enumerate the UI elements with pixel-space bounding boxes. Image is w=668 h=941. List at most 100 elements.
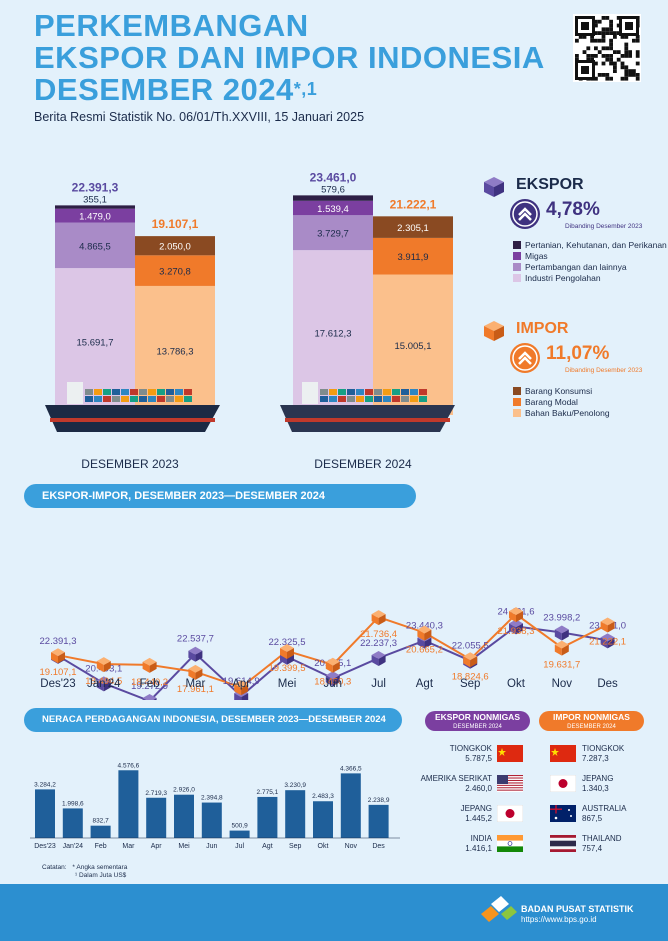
impor-point-label: 20.665,2	[406, 645, 443, 656]
legend-label: Industri Pengolahan	[525, 273, 601, 283]
impor-point-label: 17.961,1	[177, 684, 214, 695]
nonmigas-countries: TIONGKOK 5.787,5 AMERIKA SERIKAT 2.460,0 JEP…	[400, 740, 668, 860]
x-tick-label: Sep	[460, 678, 480, 690]
impor-point-label: 18.494,5	[85, 676, 122, 687]
neraca-bar	[201, 802, 222, 838]
neraca-x-tick: Nov	[345, 843, 358, 850]
ekspor-point-label: 22.325,5	[269, 637, 306, 648]
neraca-x-tick: Des	[372, 843, 385, 850]
data-point-cube	[280, 643, 294, 659]
legend-swatch	[513, 398, 521, 406]
impor-total-label: 19.107,1	[152, 217, 199, 231]
x-tick-label: Jun	[324, 678, 343, 690]
thailand-flag-icon	[550, 835, 576, 852]
ekspor-segment	[55, 208, 135, 223]
neraca-x-tick: Agt	[262, 843, 273, 850]
notes: Catatan: * Angka sementara ¹ Dalam Juta …	[42, 864, 127, 880]
note-1: * Angka sementara	[72, 864, 128, 871]
cargo-ship-icon	[45, 382, 220, 432]
data-point-cube	[600, 633, 615, 649]
ekspor-segment-label: 355,1	[83, 194, 107, 205]
qr-code[interactable]	[573, 14, 641, 82]
line-chart-banner: EKSPOR-IMPOR, DESEMBER 2023—DESEMBER 202…	[24, 484, 416, 508]
impor-point-label: 18.824,6	[452, 671, 489, 682]
title-line-3: DESEMBER 2024*,1	[34, 72, 318, 107]
impor-up-icon	[510, 343, 540, 373]
china-flag-icon	[497, 745, 523, 762]
x-tick-label: Mei	[278, 678, 297, 690]
neraca-bar-label: 4.576,6	[118, 762, 140, 769]
x-tick-label: Apr	[232, 678, 250, 690]
impor-country-item: JEPANG 1.340,3	[582, 774, 614, 793]
x-tick-label: Mar	[185, 678, 205, 690]
ekspor-note: Dibanding Desember 2023	[565, 223, 643, 230]
impor-title: IMPOR	[516, 320, 569, 337]
cargo-ship-icon	[280, 382, 455, 432]
neraca-bar-label: 500,9	[231, 823, 248, 830]
x-tick-label: Nov	[552, 678, 573, 690]
ekspor-country-item: TIONGKOK 5.787,5	[449, 744, 492, 763]
impor-segment-label: 2.305,1	[397, 223, 429, 234]
impor-point-label: 19.107,1	[40, 667, 77, 678]
impor-nonmigas-pill: IMPOR NONMIGAS DESEMBER 2024	[539, 711, 644, 731]
impor-segment-label: 15.005,1	[395, 341, 432, 352]
india-flag-icon	[497, 835, 523, 852]
neraca-bar	[174, 794, 194, 838]
data-point-cube	[600, 617, 615, 633]
data-point-cube	[188, 646, 203, 662]
neraca-bar-label: 4.366,5	[340, 765, 362, 772]
ekspor-segment-label: 17.612,3	[315, 329, 352, 340]
neraca-bar-label: 2.394,8	[201, 795, 223, 802]
data-point-cube	[509, 619, 523, 635]
legend-item: Bahan Baku/Penolong	[513, 408, 610, 418]
legend-label: Barang Konsumsi	[525, 386, 593, 396]
neraca-bar-label: 2.775,1	[257, 789, 279, 796]
neraca-bar-label: 2.483,3	[312, 793, 334, 800]
neraca-x-tick: Des'23	[34, 843, 56, 850]
legend-item: Industri Pengolahan	[513, 273, 601, 283]
data-point-cube	[234, 680, 249, 696]
ekspor-pct: 4,78%	[546, 199, 600, 220]
neraca-bar-label: 2.238,9	[368, 797, 390, 804]
legend-item: Pertambangan dan lainnya	[513, 262, 627, 272]
ekspor-segment	[55, 205, 135, 209]
impor-country-item: THAILAND 757,4	[582, 834, 622, 853]
subtitle: Berita Resmi Statistik No. 06/01/Th.XXVI…	[34, 110, 365, 124]
neraca-bar-label: 1.998,6	[62, 800, 84, 807]
neraca-x-tick: Apr	[151, 843, 163, 850]
ekspor-total-label: 22.391,3	[72, 180, 119, 194]
qr-code-icon	[575, 16, 640, 81]
legend-label: Migas	[525, 251, 548, 261]
impor-segment-label: 3.911,9	[398, 252, 429, 263]
legend-label: Barang Modal	[525, 397, 578, 407]
neraca-x-tick: Jun	[206, 843, 217, 850]
impor-point-label: 21.938,3	[498, 626, 535, 637]
neraca-bar	[146, 797, 167, 838]
data-point-cube	[325, 671, 340, 687]
ekspor-segment-label: 1.479,0	[79, 212, 111, 223]
neraca-bar	[229, 830, 250, 838]
footer-url[interactable]: https://www.bps.go.id	[521, 915, 597, 924]
impor-point-label: 21.736,4	[360, 629, 397, 640]
neraca-x-tick: Mei	[178, 843, 190, 850]
line-chart: 22.391,320.493,119.272,922.537,719.614,9…	[40, 606, 626, 700]
cube-icon	[484, 177, 504, 197]
data-point-cube	[554, 640, 569, 656]
stacked-bar-chart: 15.691,7 4.865,5 1.479,0 355,122.391,3 13.78…	[45, 170, 455, 471]
impor-note: Dibanding Desember 2023	[565, 367, 643, 374]
bps-logo-icon	[481, 896, 517, 922]
x-tick-label: Okt	[507, 678, 526, 690]
legend-label: Pertanian, Kehutanan, dan Perikanan	[525, 240, 667, 250]
data-point-cube	[509, 607, 523, 623]
neraca-bar-label: 2.926,0	[173, 787, 195, 794]
ekspor-country-item: JEPANG 1.445,2	[460, 804, 492, 823]
impor-point-label: 19.631,7	[543, 660, 580, 671]
china-flag-icon	[550, 745, 576, 762]
impor-point-label: 21.222,1	[589, 637, 626, 648]
legend-swatch	[513, 263, 521, 271]
impor-segment-label: 3.270,8	[159, 267, 191, 278]
impor-pct: 11,07%	[546, 343, 610, 364]
title-line-1: PERKEMBANGAN	[34, 8, 309, 43]
ekspor-segment	[293, 200, 373, 216]
ekspor-segment-label: 4.865,5	[79, 241, 111, 252]
